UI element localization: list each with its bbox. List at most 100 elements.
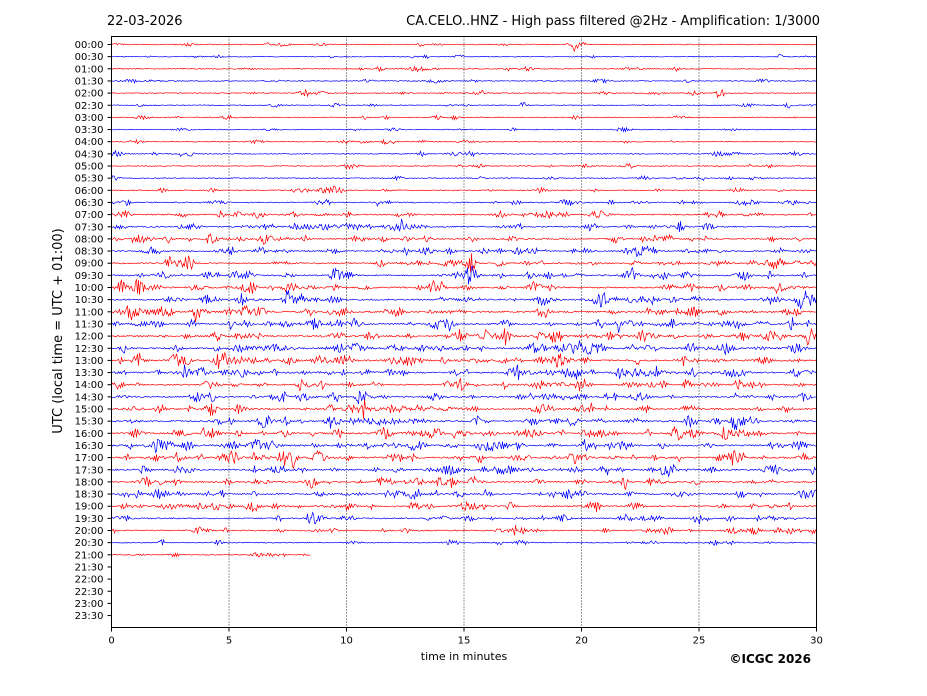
y-tick-label: 08:30 — [75, 247, 104, 258]
y-tick-label: 18:30 — [75, 490, 104, 501]
trace-row — [111, 185, 817, 194]
y-tick-label: 14:00 — [75, 380, 104, 391]
trace-row — [111, 198, 817, 208]
y-tick-label: 12:00 — [75, 332, 104, 343]
trace-row — [111, 488, 817, 500]
y-tick-label: 15:30 — [75, 417, 104, 428]
trace-row — [111, 399, 817, 419]
y-tick-label: 00:30 — [75, 52, 104, 63]
y-tick-label: 03:00 — [75, 113, 104, 124]
y-tick-label: 10:00 — [75, 283, 104, 294]
y-tick-label: 19:00 — [75, 502, 104, 513]
y-tick-label: 23:30 — [75, 611, 104, 622]
trace-row — [111, 265, 817, 285]
y-tick-label: 17:30 — [75, 465, 104, 476]
y-tick-label: 09:30 — [75, 271, 104, 282]
y-tick-label: 10:30 — [75, 295, 104, 306]
trace-row — [111, 426, 817, 441]
y-tick-label: 04:30 — [75, 149, 104, 160]
y-tick-label: 15:00 — [75, 405, 104, 416]
y-tick-label: 20:30 — [75, 538, 104, 549]
x-tick-label: 20 — [575, 636, 588, 647]
trace-row — [111, 449, 817, 470]
y-tick-label: 07:00 — [75, 210, 104, 221]
y-tick-label: 05:00 — [75, 162, 104, 173]
y-tick-label: 08:00 — [75, 234, 104, 245]
trace-row — [111, 525, 817, 536]
trace-row — [111, 377, 817, 392]
y-tick-label: 23:00 — [75, 599, 104, 610]
trace-row — [111, 232, 817, 245]
y-tick-label: 01:00 — [75, 64, 104, 75]
trace-row — [111, 88, 817, 99]
y-tick-label: 06:30 — [75, 198, 104, 209]
trace-row — [111, 218, 817, 233]
trace-row — [111, 538, 817, 547]
trace-row — [111, 65, 817, 73]
x-tick-label: 30 — [810, 636, 823, 647]
y-tick-label: 11:30 — [75, 319, 104, 330]
trace-row — [111, 162, 817, 170]
y-tick-label: 22:30 — [75, 587, 104, 598]
x-axis: 0 5 10 15 20 25 30 — [108, 627, 823, 647]
y-tick-label: 00:00 — [75, 40, 104, 51]
y-tick-label: 02:30 — [75, 101, 104, 112]
x-tick-label: 5 — [226, 636, 232, 647]
trace-row — [111, 53, 817, 59]
x-tick-label: 10 — [340, 636, 353, 647]
x-gridlines — [228, 36, 700, 628]
y-tick-label: 09:00 — [75, 259, 104, 270]
y-tick-label: 13:00 — [75, 356, 104, 367]
trace-row — [111, 364, 817, 381]
y-axis-label: UTC (local time = UTC + 01:00) — [51, 228, 66, 433]
trace-row — [111, 114, 817, 121]
y-tick-label: 16:30 — [75, 441, 104, 452]
y-tick-label: 19:30 — [75, 514, 104, 525]
y-tick-label: 13:30 — [75, 368, 104, 379]
trace-row — [111, 501, 817, 513]
y-tick-label: 17:00 — [75, 453, 104, 464]
trace-row — [111, 102, 817, 109]
y-tick-label: 16:00 — [75, 429, 104, 440]
trace-row — [111, 150, 817, 158]
y-tick-label: 06:00 — [75, 186, 104, 197]
y-tick-label: 14:30 — [75, 392, 104, 403]
plot-frame — [111, 36, 817, 628]
trace-row — [111, 174, 817, 182]
y-tick-label: 20:00 — [75, 526, 104, 537]
trace-rows — [111, 41, 817, 558]
y-tick-label: 07:30 — [75, 222, 104, 233]
trace-row — [111, 41, 817, 53]
y-tick-label: 18:00 — [75, 477, 104, 488]
trace-row — [111, 209, 817, 220]
trace-row — [111, 253, 817, 273]
y-tick-label: 11:00 — [75, 307, 104, 318]
trace-row — [111, 414, 817, 431]
trace-row — [111, 245, 817, 257]
trace-row — [111, 463, 817, 478]
x-tick-label: 0 — [108, 636, 114, 647]
y-tick-label: 04:00 — [75, 137, 104, 148]
y-tick-label: 05:30 — [75, 174, 104, 185]
trace-row — [111, 340, 817, 356]
y-tick-label: 22:00 — [75, 575, 104, 586]
y-tick-label: 12:30 — [75, 344, 104, 355]
trace-row — [111, 511, 817, 525]
y-tick-label: 02:00 — [75, 89, 104, 100]
trace-row — [111, 78, 817, 85]
credit-text: ©ICGC 2026 — [729, 652, 811, 666]
trace-row — [111, 304, 817, 323]
trace-row — [111, 390, 817, 405]
trace-row — [111, 317, 817, 333]
x-tick-label: 25 — [693, 636, 706, 647]
trace-row — [111, 279, 817, 295]
trace-row — [111, 352, 817, 369]
y-tick-label: 21:30 — [75, 562, 104, 573]
x-tick-label: 15 — [458, 636, 471, 647]
trace-row — [111, 126, 817, 133]
chart-date: 22-03-2026 — [107, 14, 183, 29]
trace-row — [111, 289, 817, 310]
y-tick-label: 21:00 — [75, 550, 104, 561]
x-axis-label: time in minutes — [421, 650, 508, 663]
